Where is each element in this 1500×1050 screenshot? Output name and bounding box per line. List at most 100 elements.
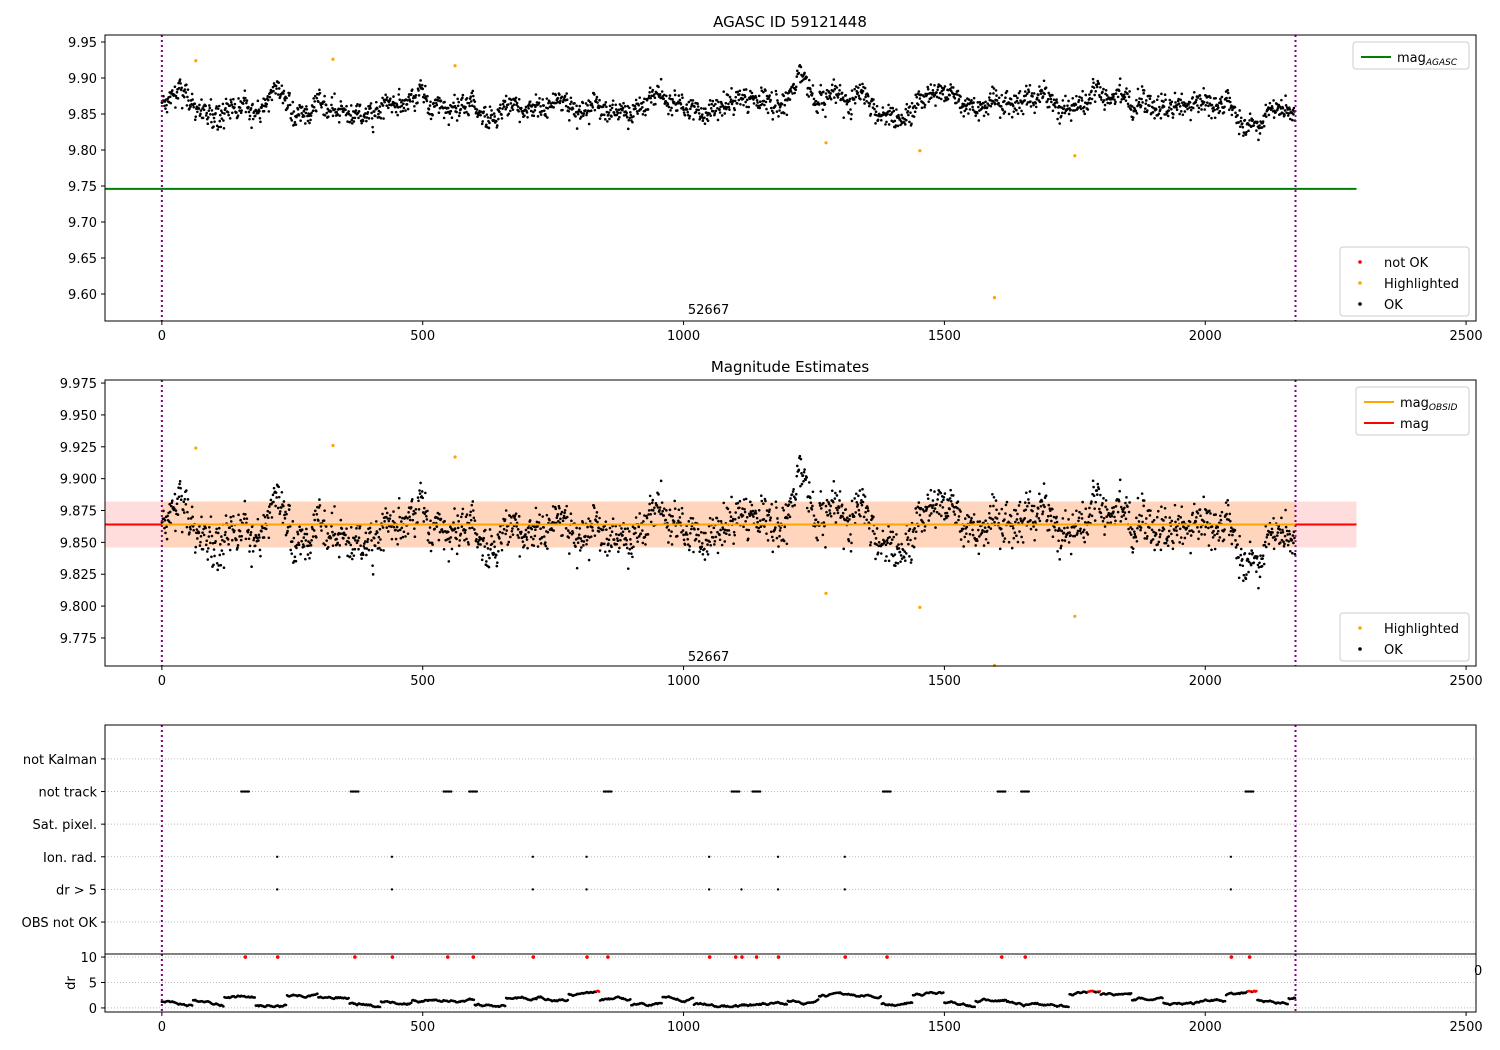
ok-point — [453, 527, 457, 530]
ok-point — [1288, 108, 1292, 111]
ok-point — [1047, 91, 1051, 95]
ok-point — [681, 512, 684, 515]
ok-point — [368, 104, 372, 108]
ok-point — [1041, 512, 1044, 516]
legend-box — [1339, 612, 1470, 662]
ok-point — [582, 544, 585, 547]
ok-point — [1035, 96, 1039, 100]
ok-point — [305, 108, 309, 111]
y-tick-label: 9.875 — [60, 505, 97, 520]
ok-point — [291, 520, 295, 523]
ok-point — [900, 542, 903, 546]
ok-point — [442, 116, 446, 120]
ok-point — [1123, 506, 1126, 510]
ok-point — [539, 542, 543, 545]
ok-point — [867, 527, 871, 530]
ok-point — [554, 507, 558, 511]
ok-point — [393, 521, 396, 525]
ok-point — [834, 491, 837, 495]
ok-point — [1081, 89, 1084, 93]
ok-point — [272, 500, 275, 504]
ok-point — [800, 482, 804, 486]
ok-point — [1198, 508, 1202, 511]
ok-point — [1086, 533, 1090, 536]
ok-point — [418, 492, 422, 495]
ok-point — [1241, 125, 1245, 129]
ok-point — [220, 117, 224, 120]
ok-point — [489, 116, 492, 120]
ok-point — [830, 489, 834, 493]
ok-point — [186, 510, 189, 514]
ok-point — [971, 105, 974, 109]
ok-point — [942, 87, 946, 90]
ok-point — [671, 514, 674, 518]
ok-point — [832, 480, 836, 483]
ok-point — [442, 548, 446, 551]
ok-point — [642, 100, 645, 104]
ok-point — [408, 515, 411, 519]
ok-point — [853, 101, 857, 105]
ok-point — [1210, 548, 1213, 552]
ok-point — [370, 539, 373, 542]
ok-point — [903, 559, 907, 562]
ok-point — [897, 116, 901, 119]
ok-point — [1213, 108, 1216, 112]
ok-point — [648, 86, 652, 90]
ok-point — [435, 103, 439, 107]
ok-point — [353, 536, 356, 540]
ok-point — [774, 89, 778, 93]
ok-point — [922, 510, 926, 513]
ok-point — [461, 507, 465, 511]
ok-point — [306, 553, 310, 556]
ok-point — [1280, 516, 1283, 520]
ok-point — [597, 104, 600, 108]
ok-point — [395, 104, 399, 107]
ok-point — [682, 533, 685, 537]
ok-point — [972, 513, 976, 516]
ok-point — [453, 104, 457, 108]
ok-point — [876, 118, 880, 122]
ok-point — [1047, 528, 1051, 532]
ok-point — [1283, 109, 1287, 112]
ok-point — [509, 109, 512, 113]
ok-point — [858, 83, 862, 87]
ok-point — [986, 541, 990, 545]
ok-point — [1113, 515, 1116, 519]
ok-point — [942, 498, 945, 502]
ok-point — [965, 532, 968, 535]
ok-point — [1248, 540, 1252, 544]
ok-point — [188, 531, 191, 534]
ok-point — [972, 520, 975, 524]
ok-point — [1284, 104, 1288, 107]
ok-point — [578, 104, 582, 108]
ok-point — [394, 537, 398, 541]
ok-point — [629, 542, 633, 546]
ok-point — [1059, 546, 1063, 550]
ok-point — [850, 499, 854, 503]
ok-point — [757, 104, 760, 108]
ok-point — [692, 550, 695, 554]
ok-point — [527, 106, 530, 110]
ok-point — [686, 537, 690, 541]
ok-point — [791, 504, 794, 508]
ok-point — [1049, 97, 1053, 101]
ok-point — [220, 535, 223, 538]
ok-point — [840, 91, 844, 95]
ok-point — [383, 520, 386, 523]
ok-point — [1082, 528, 1086, 532]
ok-point — [1017, 504, 1021, 507]
ok-point — [607, 111, 611, 114]
ok-point — [1129, 108, 1133, 111]
ok-point — [737, 98, 741, 102]
ok-point — [1046, 97, 1050, 101]
ok-point — [967, 515, 971, 519]
ok-point — [1066, 526, 1069, 529]
ok-point — [407, 95, 410, 99]
ok-point — [991, 492, 994, 496]
ok-point — [1103, 103, 1107, 107]
ok-point — [1246, 558, 1250, 561]
ok-point — [294, 559, 298, 563]
ok-point — [185, 83, 188, 86]
ok-point — [339, 518, 343, 522]
ok-point — [1244, 133, 1248, 136]
